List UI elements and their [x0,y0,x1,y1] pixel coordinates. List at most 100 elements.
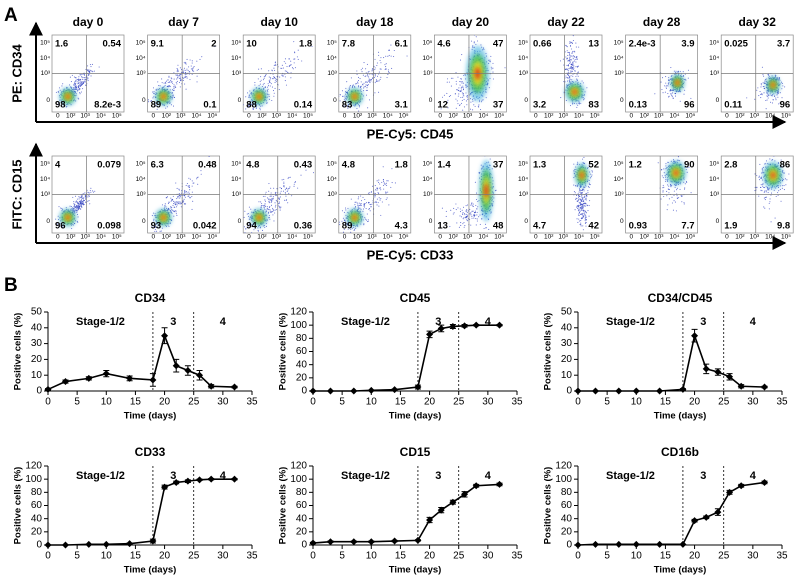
flow-y-tick: 10⁴ [231,55,241,62]
event-dot [148,234,149,235]
event-dot [464,213,466,215]
event-dot [286,71,289,73]
event-dot [569,67,571,69]
event-dot [57,91,59,93]
event-dot [245,228,247,230]
event-dot [366,87,368,89]
event-dot [349,86,351,88]
event-dot [263,82,265,85]
event-dot [457,76,459,78]
event-dot [77,208,79,210]
event-dot [296,56,298,58]
event-dot [250,208,252,210]
event-dot [476,119,477,120]
event-dot [81,206,83,208]
flow-y-tick: 10³ [423,191,433,198]
event-dot [463,217,465,219]
event-dot [240,114,241,115]
event-dot [388,54,390,57]
event-dot [70,86,72,88]
event-dot [461,89,463,91]
event-dot [168,201,170,203]
event-dot [262,195,264,197]
event-dot [367,193,369,195]
event-dot [69,205,71,207]
event-dot [458,226,460,228]
event-dot [82,203,84,206]
event-dot [268,98,270,100]
event-dot [465,205,467,207]
event-dot [182,201,184,203]
event-dot [274,87,276,89]
event-dot [79,206,81,208]
day-title: day 32 [739,15,777,29]
flow-y-tick: 10⁴ [231,176,241,183]
event-dot [288,176,290,178]
event-dot [679,100,681,102]
event-dot [668,96,670,98]
event-dot [358,110,360,112]
event-dot [471,202,473,204]
event-dot [370,191,373,193]
event-dot [765,82,767,84]
event-dot [191,208,193,211]
event-dot [264,204,266,206]
flow-x-tick: 10² [353,234,363,241]
flow-y-tick: 10⁵ [422,160,432,167]
event-dot [374,67,376,69]
event-dot [185,72,187,74]
event-dot [260,79,262,81]
day-title: day 28 [643,15,681,29]
event-dot [59,222,61,225]
event-dot [348,103,350,106]
event-dot [269,77,272,79]
flow-x-tick: 0 [56,113,60,120]
density-core [352,215,357,220]
event-dot [79,200,81,202]
event-dot [244,210,246,212]
event-dot [264,75,266,77]
event-dot [265,191,267,193]
event-dot [266,89,268,91]
event-dot [293,185,295,187]
event-dot [360,85,362,87]
event-dot [667,82,669,84]
event-dot [383,57,385,59]
event-dot [566,64,568,66]
event-dot [459,80,461,83]
event-dot [761,92,763,94]
event-dot [234,230,235,231]
event-dot [574,51,576,53]
event-dot [376,64,378,67]
event-dot [374,69,376,71]
event-dot [261,85,263,88]
event-dot [161,78,163,80]
event-dot [271,197,273,199]
event-dot [263,225,265,227]
event-dot [154,230,156,232]
event-dot [170,200,172,202]
event-dot [172,210,174,212]
event-dot [73,205,75,207]
event-dot [466,215,469,217]
event-dot [461,99,463,101]
event-dot [453,207,455,210]
event-dot [382,166,384,168]
event-dot [239,228,240,229]
event-dot [76,206,79,208]
event-dot [339,100,341,102]
event-dot [472,203,474,205]
event-dot [570,75,572,77]
event-dot [92,191,95,193]
event-dot [76,204,78,206]
event-dot [148,101,150,103]
event-dot [151,100,153,102]
event-dot [581,80,583,82]
quadrant-value: 0.14 [294,100,313,111]
event-dot [183,195,185,197]
flow-y-tick: 10⁵ [614,39,624,46]
event-dot [275,204,277,206]
event-dot [293,41,295,43]
event-dot [463,98,465,100]
event-dot [154,213,156,215]
